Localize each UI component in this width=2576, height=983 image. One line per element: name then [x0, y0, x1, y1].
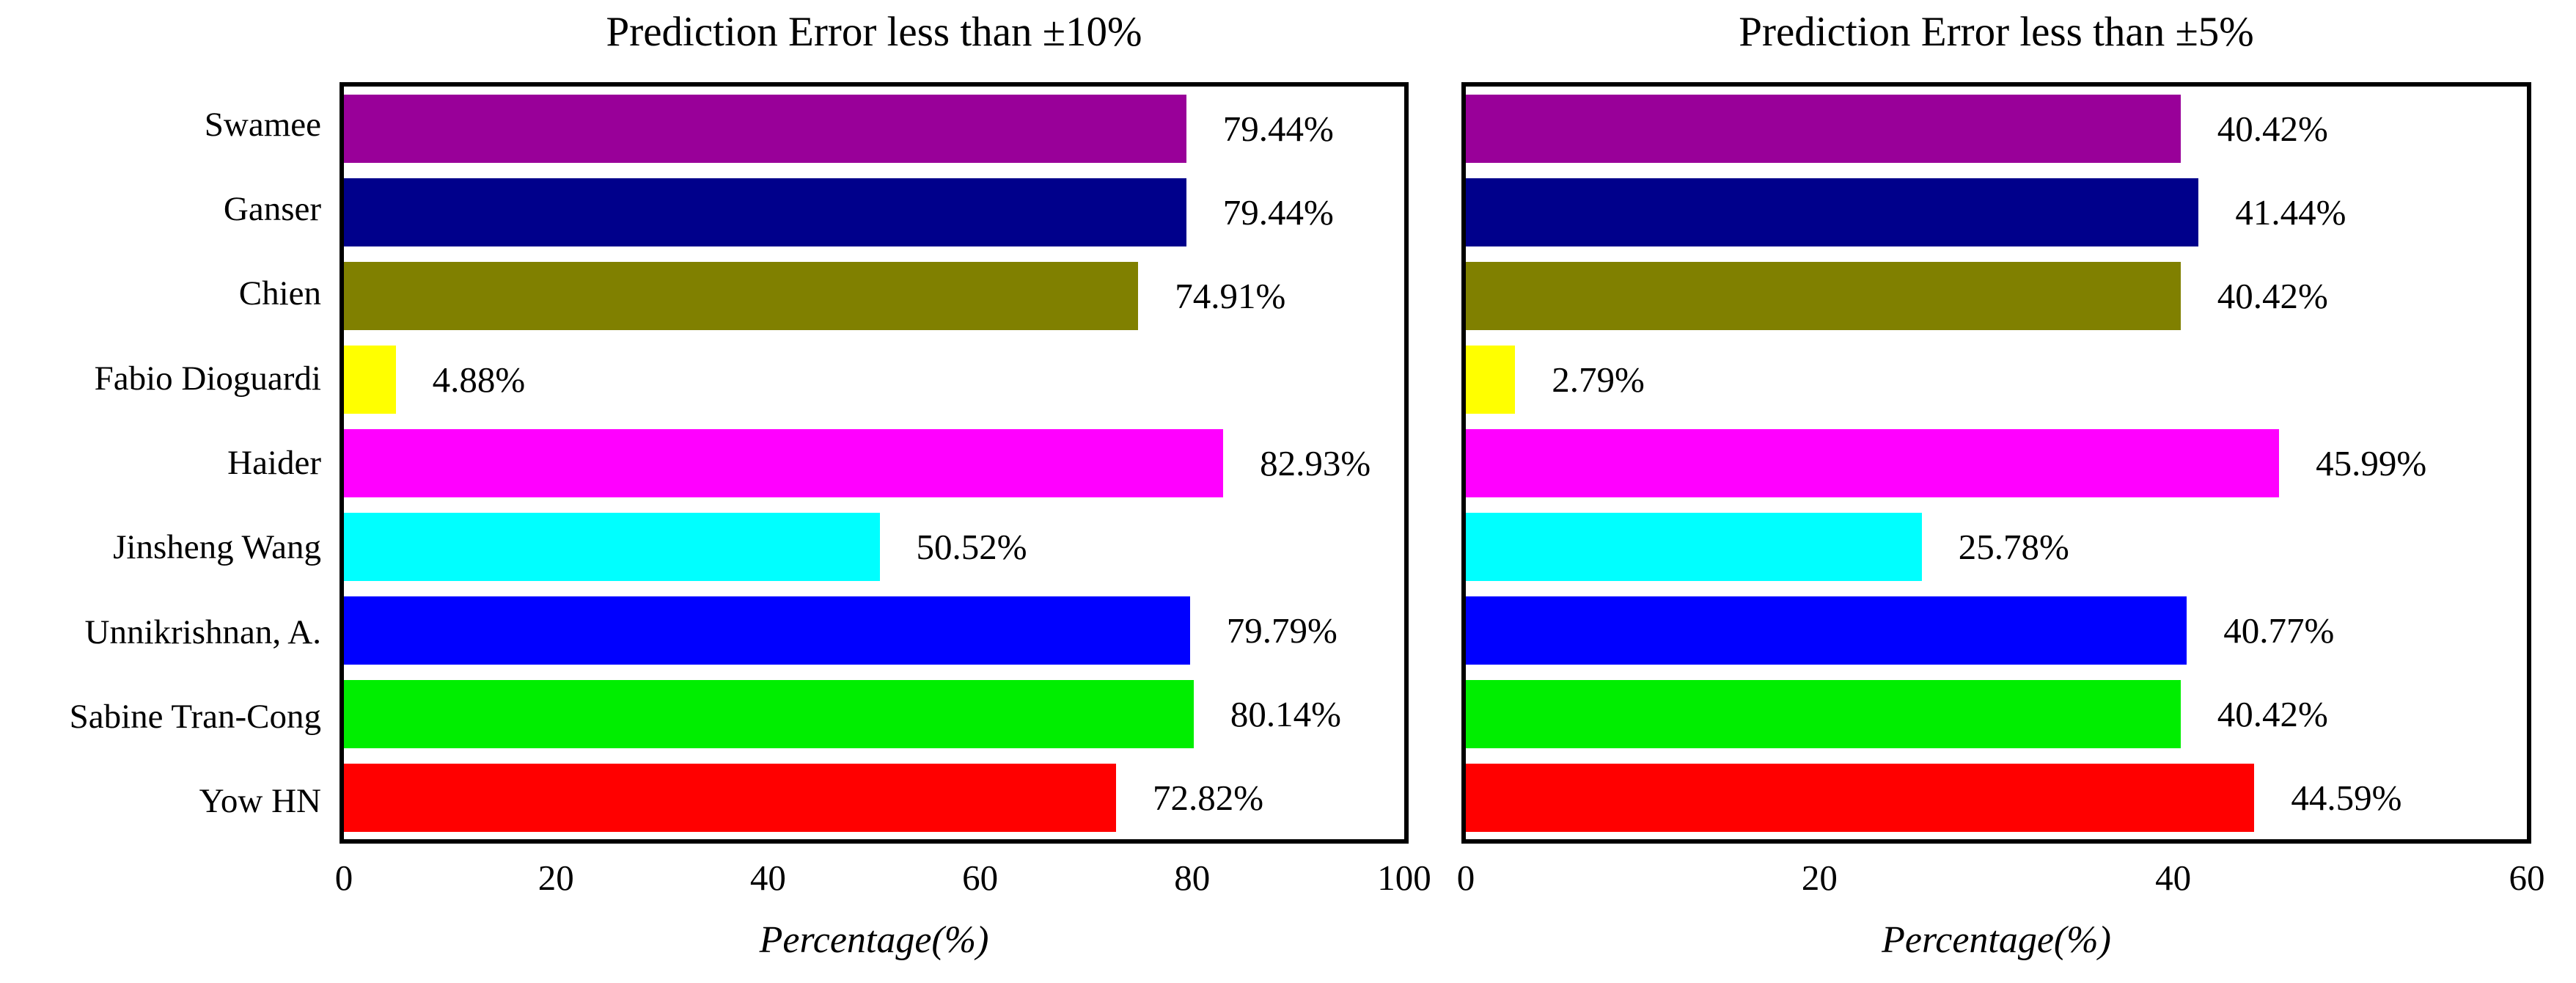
x-tick-label-0: 0	[1456, 858, 1475, 898]
category-label-ganser: Ganser	[223, 189, 321, 228]
bar-row: 40.77%	[1466, 588, 2527, 672]
bar-row: 80.14%	[344, 672, 1404, 756]
category-label-yow-hn: Yow HN	[199, 782, 321, 821]
bar-value-label: 2.79%	[1552, 359, 1645, 400]
bar-swamee	[344, 94, 1186, 163]
category-label-jinsheng-wang: Jinsheng Wang	[113, 528, 321, 567]
bar-value-label: 82.93%	[1260, 442, 1371, 483]
x-tick-label-80: 80	[1174, 858, 1211, 898]
bar-ganser	[344, 178, 1186, 246]
bar-row: 72.82%	[344, 756, 1404, 839]
bar-row: 82.93%	[344, 421, 1404, 505]
plot-area: 40.42% 41.44% 40.42% 2.79% 45.99% 25.78% 40.77…	[1461, 82, 2531, 844]
bar-sabine-tran-cong	[344, 679, 1194, 748]
plot-area: 79.44% 79.44% 74.91% 4.88% 82.93% 50.52% 79.79…	[340, 82, 1409, 844]
bar-haider	[344, 428, 1224, 497]
bar-value-label: 44.59%	[2291, 777, 2402, 818]
x-axis-ticks: 0 20 40 60	[1457, 857, 2545, 908]
bar-value-label: 79.44%	[1222, 191, 1334, 233]
bar-value-label: 45.99%	[2316, 442, 2427, 483]
bar-row: 40.42%	[1466, 87, 2527, 170]
bar-sabine-tran-cong	[1466, 679, 2181, 748]
bar-row: 74.91%	[344, 254, 1404, 337]
bar-value-label: 80.14%	[1230, 693, 1341, 734]
category-label-haider: Haider	[227, 443, 321, 482]
bar-row: 45.99%	[1466, 421, 2527, 505]
bar-fabio-dioguardi	[1466, 345, 1516, 414]
bar-row: 40.42%	[1466, 672, 2527, 756]
category-label-sabine-tran-cong: Sabine Tran-Cong	[69, 697, 321, 736]
chart-title: Prediction Error less than ±5%	[1739, 9, 2254, 55]
bar-yow-hn	[344, 763, 1116, 832]
bar-value-label: 40.42%	[2217, 275, 2328, 316]
bar-row: 4.88%	[344, 337, 1404, 421]
category-axis-labels: Swamee Ganser Chien Fabio Dioguardi Haider Ji…	[0, 82, 321, 844]
bar-row: 44.59%	[1466, 756, 2527, 839]
x-tick-label-20: 20	[1801, 858, 1838, 898]
category-label-swamee: Swamee	[204, 105, 321, 144]
bar-row: 79.79%	[344, 588, 1404, 672]
bar-value-label: 72.82%	[1152, 777, 1264, 818]
chart-title: Prediction Error less than ±10%	[606, 9, 1142, 55]
x-tick-label-60: 60	[2509, 858, 2545, 898]
category-label-chien: Chien	[238, 274, 321, 313]
x-tick-label-100: 100	[1377, 858, 1431, 898]
bar-jinsheng-wang	[1466, 512, 1922, 581]
category-label-fabio-dioguardi: Fabio Dioguardi	[94, 359, 321, 398]
bar-row: 79.44%	[344, 87, 1404, 170]
x-axis-label: Percentage(%)	[759, 919, 989, 961]
x-tick-label-0: 0	[334, 858, 353, 898]
bar-value-label: 4.88%	[432, 359, 526, 400]
bar-yow-hn	[1466, 763, 2255, 832]
x-tick-label-40: 40	[2155, 858, 2192, 898]
bar-value-label: 41.44%	[2235, 191, 2346, 233]
bar-row: 50.52%	[344, 505, 1404, 588]
bar-value-label: 50.52%	[916, 526, 1027, 567]
bar-row: 40.42%	[1466, 254, 2527, 337]
bar-row: 79.44%	[344, 170, 1404, 254]
bar-row: 2.79%	[1466, 337, 2527, 421]
bar-haider	[1466, 428, 2280, 497]
x-tick-label-40: 40	[749, 858, 786, 898]
bar-value-label: 79.79%	[1226, 610, 1337, 651]
bar-value-label: 74.91%	[1175, 275, 1286, 316]
bar-value-label: 40.42%	[2217, 108, 2328, 149]
x-axis-label: Percentage(%)	[1882, 919, 2111, 961]
bar-unnikrishnan-a	[1466, 596, 2187, 665]
bar-unnikrishnan-a	[344, 596, 1190, 665]
x-tick-label-60: 60	[962, 858, 999, 898]
bar-jinsheng-wang	[344, 512, 880, 581]
bar-swamee	[1466, 94, 2181, 163]
bar-chien	[1466, 261, 2181, 330]
bar-value-label: 25.78%	[1958, 526, 2069, 567]
bar-chien	[344, 261, 1139, 330]
bar-row: 41.44%	[1466, 170, 2527, 254]
bar-value-label: 40.77%	[2223, 610, 2335, 651]
x-axis-ticks: 0 20 40 60 80 100	[335, 857, 1431, 908]
x-tick-label-20: 20	[537, 858, 574, 898]
bar-fabio-dioguardi	[344, 345, 396, 414]
bar-row: 25.78%	[1466, 505, 2527, 588]
bar-ganser	[1466, 178, 2199, 246]
bar-value-label: 79.44%	[1222, 108, 1334, 149]
bar-value-label: 40.42%	[2217, 693, 2328, 734]
category-label-unnikrishnan-a: Unnikrishnan, A.	[84, 613, 321, 651]
